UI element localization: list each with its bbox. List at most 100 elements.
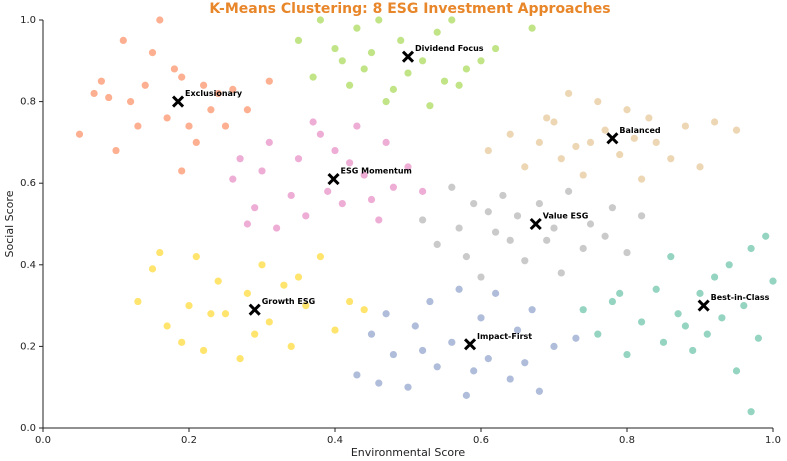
point	[105, 93, 113, 102]
y-axis-label: Social Score	[3, 190, 16, 257]
point	[608, 204, 617, 212]
point	[367, 195, 376, 204]
chart-title: K-Means Clustering: 8 ESG Investment App…	[209, 1, 610, 17]
x-tick-label: 0.8	[619, 435, 635, 446]
centroid	[463, 338, 477, 351]
point	[243, 220, 251, 228]
point	[324, 187, 332, 195]
point	[178, 167, 186, 175]
point	[360, 171, 368, 179]
point	[659, 338, 668, 346]
point	[280, 281, 288, 289]
point	[433, 28, 441, 36]
point	[586, 220, 595, 228]
point	[667, 155, 675, 163]
point	[638, 212, 646, 220]
point	[309, 73, 317, 81]
point	[638, 175, 646, 183]
point	[273, 224, 281, 232]
point	[389, 183, 397, 191]
y-tick-label: 0.8	[20, 97, 36, 108]
point	[674, 310, 682, 318]
point	[156, 16, 164, 24]
y-tick-label: 0.4	[20, 260, 36, 271]
point	[448, 16, 456, 24]
point	[681, 122, 690, 130]
point	[448, 338, 456, 346]
y-tick-label: 0.2	[20, 341, 36, 352]
point	[579, 171, 587, 179]
point	[316, 16, 324, 24]
point	[440, 77, 449, 85]
point	[535, 387, 544, 395]
point	[696, 289, 704, 297]
centroid-label: Impact-First	[477, 332, 532, 341]
point	[718, 314, 726, 322]
point	[375, 216, 383, 224]
point	[243, 106, 251, 114]
centroid-label: Best-in-Class	[711, 293, 770, 302]
point	[579, 244, 587, 253]
point	[492, 44, 500, 53]
point	[579, 306, 587, 314]
point	[185, 122, 193, 130]
point	[353, 371, 361, 379]
point	[170, 65, 178, 73]
point	[419, 57, 427, 65]
point	[185, 302, 193, 310]
x-tick-label: 0.4	[327, 435, 343, 446]
point	[681, 322, 690, 330]
point	[623, 248, 631, 257]
point	[148, 265, 157, 273]
point	[535, 138, 544, 146]
centroid	[697, 299, 710, 312]
point	[601, 232, 609, 240]
x-tick-label: 0.0	[35, 435, 51, 446]
point	[382, 310, 390, 318]
point	[747, 244, 755, 253]
point	[470, 367, 478, 375]
point	[265, 77, 273, 85]
x-tick-label: 1.0	[765, 435, 781, 446]
point	[506, 130, 514, 138]
point	[389, 85, 397, 93]
centroid	[401, 50, 415, 63]
point	[652, 138, 660, 146]
point	[265, 318, 273, 326]
point	[550, 224, 558, 232]
centroid	[171, 95, 185, 108]
point	[689, 346, 697, 355]
point	[477, 57, 485, 65]
point	[346, 81, 354, 89]
point	[769, 277, 777, 285]
point	[221, 122, 230, 130]
point	[404, 163, 412, 171]
point	[484, 355, 492, 363]
point	[521, 163, 529, 171]
point	[353, 122, 361, 130]
x-tick-label: 0.2	[181, 435, 197, 446]
point	[608, 297, 617, 306]
point	[258, 261, 266, 269]
point	[192, 253, 200, 261]
point	[557, 155, 565, 163]
point	[338, 57, 346, 65]
point	[732, 126, 741, 134]
point	[513, 212, 522, 220]
point	[251, 204, 259, 212]
point	[762, 232, 770, 240]
point	[419, 346, 427, 355]
point	[419, 187, 427, 195]
point	[331, 326, 339, 334]
point	[521, 257, 529, 265]
y-tick-label: 1.0	[20, 15, 36, 26]
point	[645, 114, 653, 122]
point	[747, 408, 755, 416]
point	[521, 359, 529, 367]
point	[367, 330, 376, 338]
point	[484, 146, 492, 155]
point	[754, 334, 763, 342]
point	[711, 273, 719, 281]
point	[360, 306, 368, 314]
